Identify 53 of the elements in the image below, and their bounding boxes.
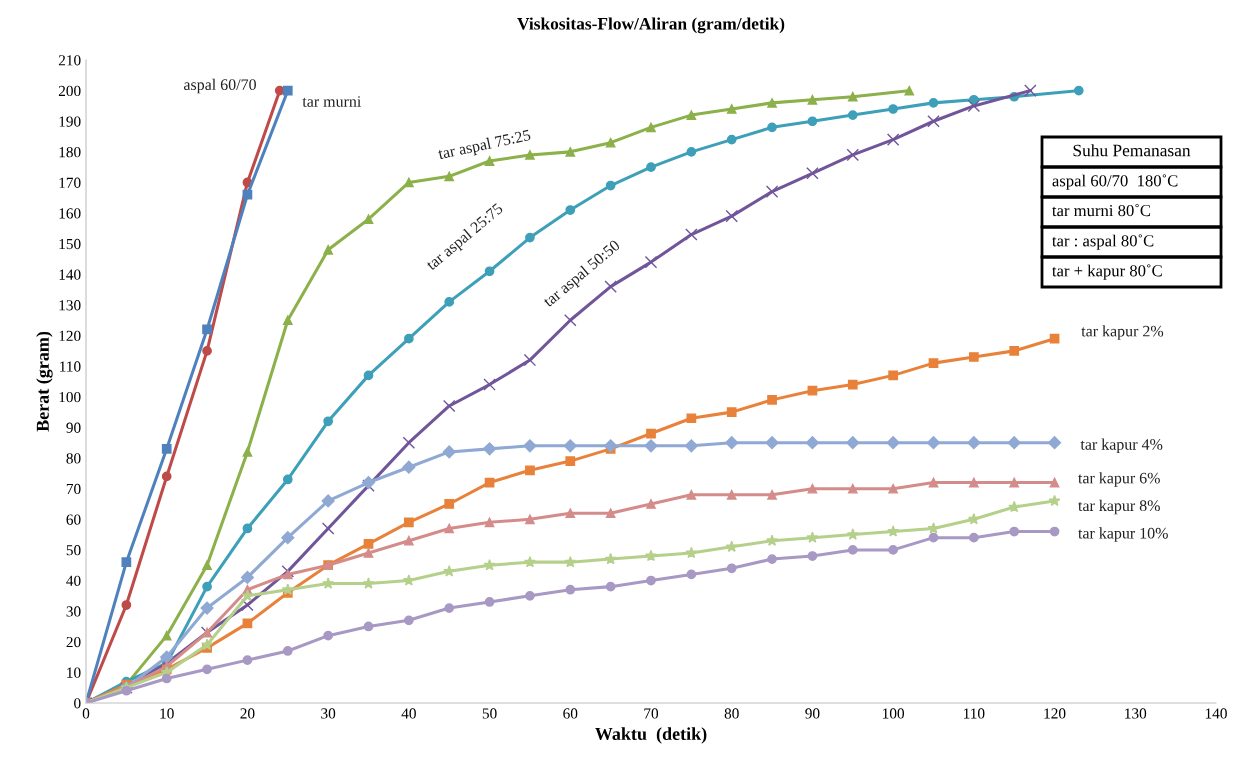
x-tick-label: 140: [1205, 708, 1227, 719]
y-tick-label: 170: [59, 177, 81, 188]
x-tick-label: 70: [644, 708, 659, 719]
x-axis-title: Waktu (detik): [595, 727, 707, 744]
series-label: tar murni: [302, 96, 361, 107]
x-tick-label: 120: [1044, 708, 1066, 719]
y-tick-label: 80: [66, 453, 81, 464]
annotation: tar murni 80˚C: [1052, 203, 1151, 217]
y-tick-label: 150: [59, 238, 81, 250]
y-tick-label: 60: [66, 514, 81, 525]
annotation: aspal 60/70 180˚C: [1052, 174, 1178, 190]
text: tar aspal 75:25: [437, 129, 532, 163]
y-tick-label: 110: [60, 361, 81, 372]
x-tick-label: 0: [82, 708, 90, 719]
x-tick-label: 100: [883, 708, 905, 719]
y-tick-label: 140: [59, 269, 81, 280]
series-label: tar kapur 2%: [1081, 325, 1164, 340]
y-tick-label: 70: [66, 483, 81, 495]
series-label: tar kapur 4%: [1080, 438, 1163, 454]
x-tick-label: 30: [321, 708, 336, 719]
y-tick-label: 100: [59, 391, 81, 403]
y-tick-label: 50: [66, 545, 81, 556]
y-axis-title: Berat (gram): [36, 331, 53, 432]
y-tick-label: 10: [67, 667, 81, 678]
series-label: tar kapur 10%: [1078, 527, 1168, 542]
x-tick-label: 90: [805, 708, 820, 719]
y-tick-label: 90: [66, 422, 81, 433]
annotation: tar + kapur 80˚C: [1052, 264, 1162, 280]
y-tick-label: 120: [59, 330, 81, 342]
x-tick-label: 130: [1125, 708, 1147, 719]
y-tick-label: 210: [58, 55, 81, 66]
x-tick-label: 50: [482, 708, 497, 719]
y-tick-label: 190: [59, 116, 81, 127]
x-tick-label: 10: [160, 708, 174, 719]
y-tick-label: 160: [59, 208, 81, 219]
x-tick-label: 110: [964, 708, 985, 719]
x-tick-label: 60: [563, 708, 578, 719]
y-tick-label: 40: [66, 575, 81, 586]
y-tick-label: 20: [66, 636, 81, 648]
y-tick-label: 130: [59, 300, 81, 311]
y-tick-label: 180: [59, 147, 81, 158]
y-tick-label: 200: [58, 85, 81, 97]
series-label: aspal 60/70: [183, 78, 256, 94]
chart-title: Viskositas-Flow/Aliran (gram/detik): [517, 17, 785, 34]
series-label: tar kapur 6%: [1078, 472, 1160, 487]
y-tick-label: 30: [66, 606, 81, 617]
x-tick-label: 20: [240, 708, 255, 719]
series-label: tar kapur 8%: [1078, 499, 1160, 515]
x-tick-label: 80: [724, 708, 739, 719]
y-tick-label: 0: [74, 698, 81, 709]
annotation: tar : aspal 80˚C: [1052, 234, 1154, 250]
annotation: Suhu Pemanasan: [1073, 144, 1191, 157]
x-tick-label: 40: [401, 708, 416, 719]
